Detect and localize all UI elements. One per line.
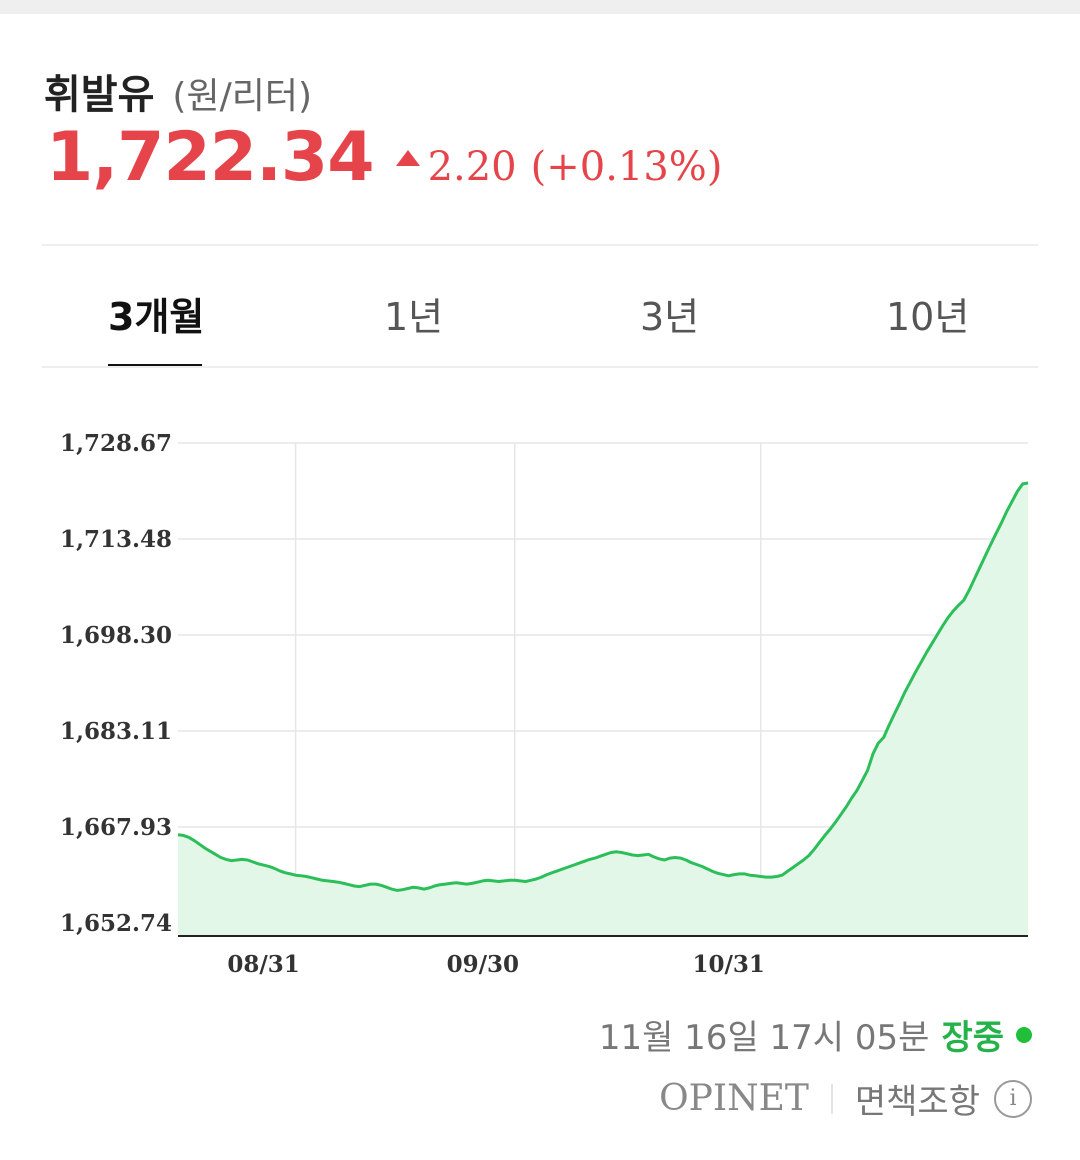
info-icon[interactable]: i [994, 1079, 1032, 1118]
price-row: 1,722.34 2.20 (+0.13%) [46, 118, 722, 197]
price-change-percent: (+0.13%) [530, 144, 723, 190]
price-area [178, 483, 1028, 936]
header: 휘발유 (원/리터) [44, 62, 312, 120]
y-tick-label: 1,713.48 [60, 526, 172, 553]
tab-10-years[interactable]: 10년 [886, 295, 970, 339]
timestamp-row: 11월 16일 17시 05분 장중 [599, 1010, 1032, 1059]
y-tick-label: 1,698.30 [60, 622, 172, 649]
x-axis-labels: 08/31 09/30 10/31 [227, 951, 765, 978]
separator [830, 1083, 833, 1114]
y-axis-labels: 1,728.67 1,713.48 1,698.30 1,683.11 1,667.93… [60, 430, 172, 937]
tab-3-years[interactable]: 3년 [640, 295, 700, 339]
tab-1-year[interactable]: 1년 [384, 295, 444, 339]
y-tick-label: 1,728.67 [60, 430, 172, 457]
page-title: 휘발유 [44, 72, 155, 118]
tab-3-months[interactable]: 3개월 [108, 295, 205, 339]
price-line [177, 481, 1029, 892]
price-chart: 1,728.67 1,713.48 1,698.30 1,683.11 1,667.93… [60, 430, 1029, 978]
up-arrow-icon [395, 150, 420, 166]
timestamp: 11월 16일 17시 05분 [598, 1018, 930, 1058]
disclaimer-link[interactable]: 면책조항 [854, 1082, 980, 1122]
divider [42, 244, 1038, 246]
current-price: 1,722.34 [46, 118, 375, 197]
y-tick-label: 1,667.93 [60, 814, 172, 841]
period-tabs: 3개월 1년 3년 10년 [42, 246, 1038, 366]
x-tick-label: 08/31 [227, 951, 299, 978]
price-change: 2.20 [427, 144, 517, 190]
x-tick-label: 10/31 [692, 951, 764, 978]
source-label: OPINET [659, 1078, 809, 1119]
unit-label: (원/리터) [172, 76, 312, 117]
live-status-icon [1016, 1026, 1032, 1043]
source-row: OPINET 면책조항 i [659, 1074, 1032, 1123]
x-tick-label: 09/30 [447, 951, 519, 978]
top-bar [0, 0, 1080, 14]
y-tick-label: 1,683.11 [60, 718, 172, 745]
market-status: 장중 [941, 1018, 1004, 1058]
active-tab-indicator [108, 364, 202, 367]
y-tick-label: 1,652.74 [60, 910, 172, 937]
divider [42, 366, 1038, 368]
